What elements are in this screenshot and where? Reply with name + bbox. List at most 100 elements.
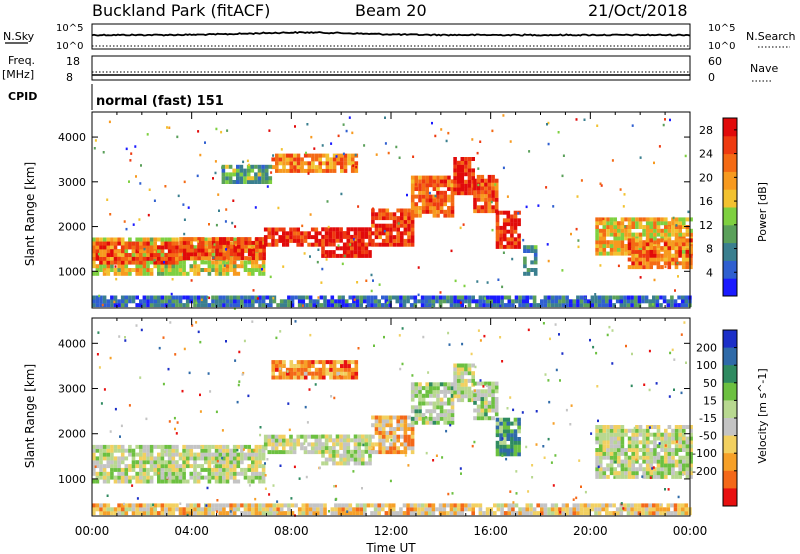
heatmap-cell bbox=[464, 386, 468, 391]
heatmap-cell bbox=[407, 216, 411, 221]
heatmap-cell bbox=[530, 268, 534, 272]
heatmap-cell bbox=[638, 232, 643, 237]
heatmap-cell bbox=[497, 278, 500, 281]
heatmap-cell bbox=[236, 479, 241, 484]
heatmap-cell bbox=[635, 225, 639, 229]
heatmap-cell bbox=[267, 227, 272, 232]
heatmap-cell bbox=[318, 153, 322, 158]
heatmap-cell bbox=[494, 186, 499, 191]
heatmap-cell bbox=[385, 423, 390, 428]
heatmap-cell bbox=[627, 249, 632, 254]
heatmap-cell bbox=[638, 236, 643, 241]
heatmap-cell bbox=[406, 511, 410, 516]
heatmap-cell bbox=[619, 303, 624, 308]
heatmap-cell bbox=[261, 268, 263, 271]
heatmap-cell bbox=[500, 507, 504, 512]
heatmap-cell bbox=[664, 459, 668, 464]
heatmap-cell bbox=[332, 234, 336, 239]
heatmap-cell bbox=[689, 228, 693, 233]
heatmap-cell bbox=[321, 461, 325, 466]
heatmap-cell bbox=[392, 430, 397, 435]
heatmap-cell bbox=[649, 455, 654, 460]
heatmap-cell bbox=[350, 457, 354, 462]
heatmap-cell bbox=[236, 503, 241, 508]
heatmap-cell bbox=[319, 295, 324, 300]
heatmap-cell bbox=[344, 299, 349, 304]
heatmap-cell bbox=[489, 507, 493, 512]
heatmap-cell bbox=[368, 461, 372, 466]
heatmap-cell bbox=[232, 268, 237, 272]
heatmap-cell bbox=[441, 456, 444, 459]
heatmap-cell bbox=[366, 303, 371, 308]
heatmap-cell bbox=[399, 303, 403, 308]
heatmap-cell bbox=[407, 208, 411, 213]
heatmap-cell bbox=[550, 507, 555, 512]
heatmap-cell bbox=[649, 228, 654, 233]
heatmap-cell bbox=[495, 425, 500, 430]
heatmap-cell bbox=[117, 260, 121, 265]
heatmap-cell bbox=[242, 160, 245, 164]
freq-top-tick: 18 bbox=[66, 55, 80, 68]
heatmap-cell bbox=[667, 467, 672, 472]
heatmap-cell bbox=[157, 511, 161, 516]
colorbar-segment bbox=[723, 278, 737, 297]
date-title: 21/Oct/2018 bbox=[588, 1, 688, 20]
heatmap-cell bbox=[400, 223, 404, 228]
heatmap-cell bbox=[533, 271, 538, 276]
heatmap-cell bbox=[530, 245, 534, 250]
heatmap-cell bbox=[157, 479, 161, 484]
heatmap-cell bbox=[525, 507, 530, 512]
heatmap-cell bbox=[153, 256, 157, 261]
heatmap-cell bbox=[480, 408, 485, 413]
heatmap-cell bbox=[207, 479, 212, 484]
heatmap-cell bbox=[200, 248, 205, 253]
heatmap-cell bbox=[424, 503, 428, 508]
heatmap-cell bbox=[129, 159, 132, 162]
heatmap-cell bbox=[258, 475, 262, 480]
heatmap-cell bbox=[318, 242, 322, 247]
heatmap-cell bbox=[399, 511, 403, 516]
heatmap-cell bbox=[494, 381, 499, 386]
heatmap-cell bbox=[656, 228, 661, 233]
heatmap-cell bbox=[487, 186, 492, 191]
heatmap-cell bbox=[120, 260, 125, 265]
heatmap-cell bbox=[254, 260, 259, 265]
heatmap-cell bbox=[362, 443, 365, 447]
heatmap-cell bbox=[139, 467, 143, 472]
heatmap-cell bbox=[275, 168, 279, 173]
heatmap-cell bbox=[667, 471, 672, 476]
heatmap-cell bbox=[678, 242, 682, 247]
heatmap-cell bbox=[414, 405, 419, 410]
heatmap-cell bbox=[120, 467, 125, 472]
heatmap-cell bbox=[355, 299, 360, 304]
heatmap-cell bbox=[364, 242, 369, 247]
heatmap-cell bbox=[649, 253, 653, 258]
heatmap-cell bbox=[97, 252, 100, 256]
heatmap-cell bbox=[193, 475, 197, 480]
heatmap-cell bbox=[431, 303, 436, 308]
heatmap-cell bbox=[403, 450, 408, 455]
heatmap-cell bbox=[240, 240, 245, 245]
heatmap-cell bbox=[214, 299, 219, 304]
heatmap-cell bbox=[381, 223, 386, 228]
heatmap-cell bbox=[204, 511, 208, 516]
heatmap-cell bbox=[334, 507, 338, 512]
heatmap-cell bbox=[620, 467, 625, 472]
heatmap-cell bbox=[326, 303, 331, 308]
heatmap-cell bbox=[244, 244, 248, 249]
heatmap-cell bbox=[425, 382, 429, 387]
heatmap-cell bbox=[197, 240, 201, 245]
heatmap-cell bbox=[318, 466, 321, 470]
heatmap-cell bbox=[324, 457, 329, 462]
heatmap-cell bbox=[335, 442, 340, 447]
heatmap-cell bbox=[271, 367, 275, 372]
heatmap-cell bbox=[282, 364, 286, 368]
heatmap-cell bbox=[99, 452, 103, 457]
heatmap-cell bbox=[232, 271, 237, 276]
heatmap-cell bbox=[432, 179, 437, 184]
heatmap-cell bbox=[258, 268, 262, 272]
heatmap-cell bbox=[240, 444, 244, 449]
heatmap-cell bbox=[221, 456, 224, 460]
